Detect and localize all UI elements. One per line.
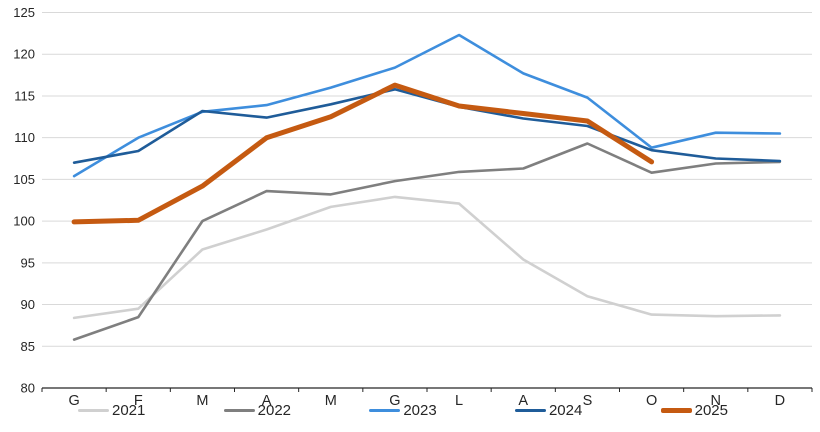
y-axis-tick-label: 115 xyxy=(14,88,35,103)
y-axis-tick-label: 90 xyxy=(21,297,35,312)
series-line-2025 xyxy=(71,82,655,225)
legend-label-2021: 2021 xyxy=(112,402,146,419)
x-axis-month-label: M xyxy=(325,393,337,409)
series-line-2021 xyxy=(72,195,782,320)
x-axis-month-label: G xyxy=(389,393,400,409)
legend-item-2022: 2022 xyxy=(223,402,292,419)
x-axis-month-label: O xyxy=(646,393,657,409)
x-axis-month-label: D xyxy=(775,393,785,409)
y-axis-tick-label: 100 xyxy=(13,214,35,229)
y-axis-tick-label: 120 xyxy=(13,47,35,62)
legend-item-2021: 2021 xyxy=(78,403,145,418)
legend-item-2025: 2025 xyxy=(660,402,728,419)
legend-swatch-2024 xyxy=(514,409,546,412)
legend-label-2024: 2024 xyxy=(548,402,583,419)
x-axis-month-label: M xyxy=(196,393,208,409)
legend-label-2023: 2023 xyxy=(403,402,437,419)
y-axis-tick-label: 85 xyxy=(21,339,35,354)
x-axis-month-label: A xyxy=(518,393,528,409)
y-axis-tick-label: 80 xyxy=(21,381,35,396)
legend-item-2023: 2023 xyxy=(369,402,437,419)
legend-item-2024: 2024 xyxy=(514,402,583,419)
y-axis-tick-label: 105 xyxy=(13,172,35,187)
x-axis-month-label: F xyxy=(134,393,143,409)
legend-label-2025: 2025 xyxy=(694,402,728,419)
series-line-2022 xyxy=(72,142,782,341)
y-axis-tick-label: 95 xyxy=(21,255,35,270)
legend-swatch-2025 xyxy=(660,408,692,413)
legend-label-2022: 2022 xyxy=(257,402,292,419)
chart-legend: 2021 2022 2023 2024 2025 xyxy=(78,403,728,418)
legend-swatch-2022 xyxy=(223,409,255,412)
x-axis-month-label: S xyxy=(583,393,593,409)
legend-swatch-2021 xyxy=(78,409,109,412)
series-line-2024 xyxy=(72,88,782,164)
x-axis-month-label: G xyxy=(68,393,79,409)
x-axis-month-label: A xyxy=(262,393,272,409)
x-axis-month-label: N xyxy=(711,393,721,409)
legend-swatch-2023 xyxy=(369,409,401,412)
series-line-2023 xyxy=(72,33,782,178)
x-axis-month-label: L xyxy=(455,393,463,409)
y-axis-tick-label: 125 xyxy=(13,5,35,20)
y-axis-tick-label: 110 xyxy=(14,130,35,145)
